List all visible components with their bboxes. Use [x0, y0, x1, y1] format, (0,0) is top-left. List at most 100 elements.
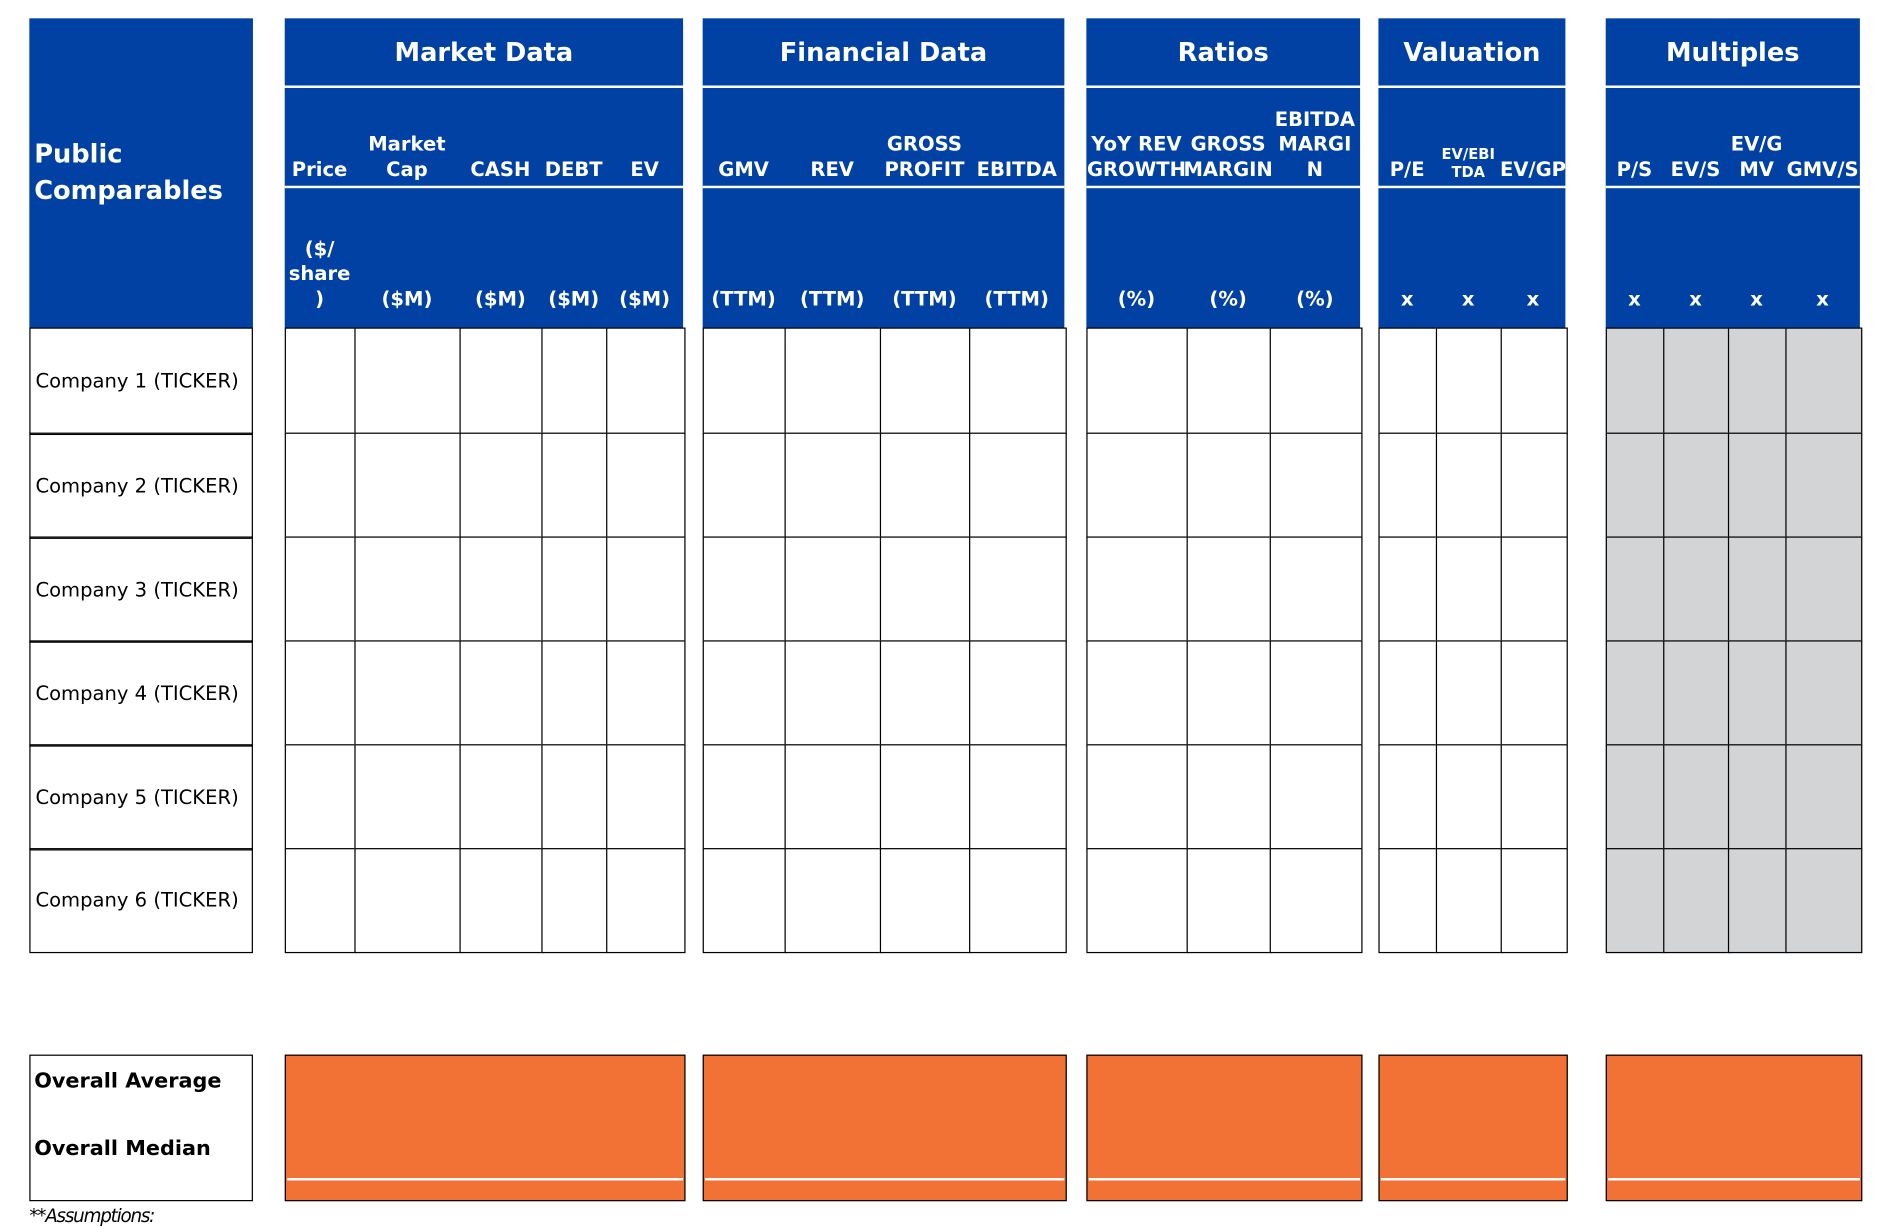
data-cell [1785, 536, 1862, 643]
data-cell [1605, 640, 1665, 747]
data-cell [702, 848, 787, 953]
data-cell [1500, 327, 1568, 435]
column-name: DEBT [544, 157, 603, 182]
data-cell [1435, 640, 1503, 747]
data-cell [1500, 640, 1568, 747]
data-cell [1086, 848, 1189, 953]
summary-fill [1605, 1054, 1862, 1202]
header-band [284, 87, 684, 328]
group-header: Market Data [284, 18, 684, 86]
group-header: Valuation [1378, 18, 1566, 86]
data-cell [1186, 848, 1272, 953]
summary-fill [284, 1054, 685, 1202]
footnote: **Assumptions: [29, 1204, 155, 1227]
data-cell [784, 848, 882, 953]
data-cell [1186, 640, 1272, 747]
data-cell [969, 848, 1067, 953]
data-cell [354, 327, 462, 435]
data-cell [1435, 327, 1503, 435]
data-cell [606, 327, 685, 435]
data-cell [1727, 327, 1788, 435]
data-cell [1086, 327, 1189, 435]
header-rule [702, 85, 1065, 88]
row-label: Company 1 (TICKER) [29, 327, 253, 435]
data-cell [541, 432, 608, 539]
summary-label: Overall Median [34, 1136, 211, 1161]
data-cell [1663, 640, 1730, 747]
column-unit: (TTM) [984, 287, 1049, 311]
data-cell [284, 848, 357, 953]
column-name: Market Cap [368, 132, 446, 182]
summary-fill [702, 1054, 1067, 1202]
row-label: Company 5 (TICKER) [29, 744, 253, 850]
header-rule [1378, 185, 1566, 189]
column-unit: ($M) [619, 287, 671, 311]
column-unit: ($M) [474, 287, 526, 311]
column-name: YoY REV GROWTH [1086, 132, 1186, 182]
data-cell [1269, 327, 1362, 435]
data-cell [354, 640, 462, 747]
data-cell [1605, 327, 1665, 435]
column-name: REV [810, 157, 854, 182]
data-cell [541, 848, 608, 953]
data-cell [1378, 327, 1438, 435]
column-name: P/S [1616, 157, 1653, 182]
header-rule [284, 85, 684, 88]
summary-box [29, 1054, 253, 1202]
column-unit: x [1461, 287, 1475, 311]
header-rule [284, 185, 684, 189]
column-unit: (TTM) [892, 287, 957, 311]
header-band [1605, 87, 1860, 328]
data-cell [969, 640, 1067, 747]
header-rule [1605, 185, 1860, 189]
summary-rule [1380, 1178, 1566, 1180]
column-name: GMV [718, 157, 769, 182]
data-cell [541, 536, 608, 643]
group-header: Ratios [1086, 18, 1361, 86]
data-cell [879, 536, 971, 643]
data-cell [354, 848, 462, 953]
data-cell [702, 432, 787, 539]
data-cell [1727, 640, 1788, 747]
data-cell [969, 432, 1067, 539]
group-header: Multiples [1605, 18, 1860, 86]
data-cell [1605, 848, 1665, 953]
data-cell [541, 327, 608, 435]
column-name: GROSS MARGIN [1183, 132, 1273, 182]
data-cell [1785, 640, 1862, 747]
data-cell [606, 536, 685, 643]
data-cell [354, 432, 462, 539]
data-cell [606, 744, 685, 850]
data-cell [784, 327, 882, 435]
column-name: EBITDA [976, 157, 1057, 182]
data-cell [1378, 744, 1438, 850]
data-cell [1663, 744, 1730, 850]
column-name: EV/S [1670, 157, 1721, 182]
data-cell [1378, 640, 1438, 747]
header-rule [1086, 85, 1361, 88]
data-cell [1785, 848, 1862, 953]
data-cell [1435, 536, 1503, 643]
header-band [1086, 87, 1361, 328]
data-cell [969, 536, 1067, 643]
data-cell [1435, 848, 1503, 953]
column-unit: x [1750, 287, 1763, 311]
data-cell [1378, 848, 1438, 953]
data-cell [702, 327, 787, 435]
data-cell [459, 536, 544, 643]
data-cell [702, 640, 787, 747]
data-cell [1186, 327, 1272, 435]
data-cell [1727, 432, 1788, 539]
data-cell [606, 848, 685, 953]
column-name: GMV/S [1786, 157, 1859, 182]
header-band [1378, 87, 1566, 328]
data-cell [879, 848, 971, 953]
data-cell [1269, 640, 1362, 747]
header-rule [1086, 185, 1361, 189]
data-cell [1378, 432, 1438, 539]
data-cell [1663, 432, 1730, 539]
column-unit: x [1526, 287, 1540, 311]
column-name: EV/GP [1500, 157, 1567, 182]
data-cell [1086, 432, 1189, 539]
